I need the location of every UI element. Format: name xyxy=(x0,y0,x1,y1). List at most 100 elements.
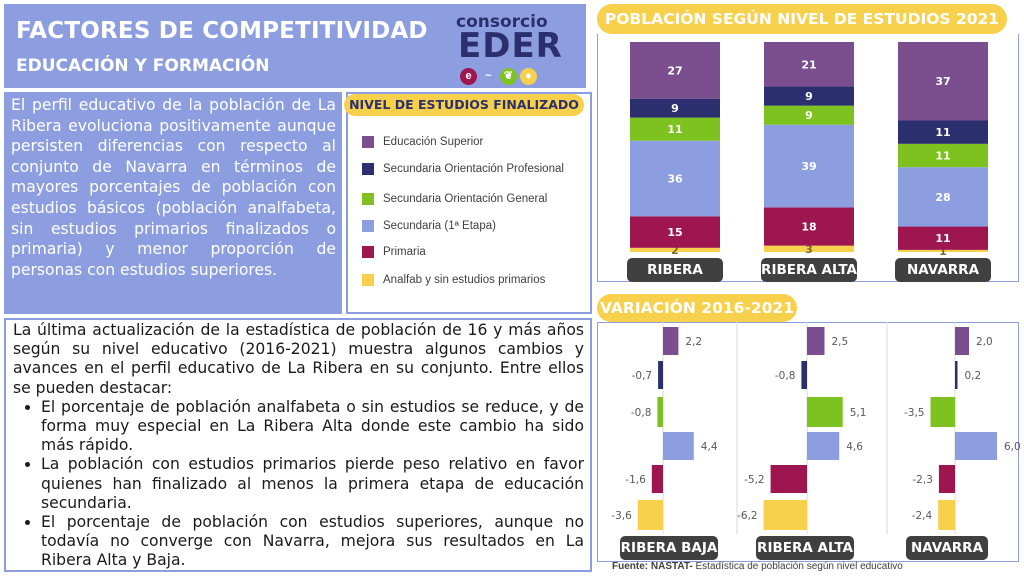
page-title: FACTORES DE COMPETITIVIDAD xyxy=(16,18,428,44)
variation-bar-label: -2,3 xyxy=(912,474,933,486)
stacked-bar-label: 11 xyxy=(667,123,682,136)
legend-label: Educación Superior xyxy=(383,136,484,148)
legend-swatch xyxy=(362,246,374,258)
stacked-bar-segment xyxy=(764,42,854,87)
variation-bar-label: -0,7 xyxy=(632,370,653,382)
variation-chart-category-label: NAVARRA xyxy=(906,536,988,560)
variation-bar xyxy=(930,397,955,427)
variation-bar-label: -1,6 xyxy=(625,474,646,486)
variation-bar xyxy=(637,500,663,530)
stacked-bar-label: 11 xyxy=(935,232,950,245)
legend-item: Secundaria (1ª Etapa) xyxy=(362,218,496,234)
stacked-bar-label: 11 xyxy=(935,149,950,162)
legend-label: Primaria xyxy=(383,246,426,258)
variation-bar xyxy=(658,361,663,389)
page-subtitle: EDUCACIÓN Y FORMACIÓN xyxy=(16,56,270,76)
legend-label: Secundaria Orientación Profesional xyxy=(383,163,564,175)
stacked-bar-segment xyxy=(898,42,988,121)
stacked-bar-label: 36 xyxy=(667,173,683,186)
variation-bar xyxy=(663,432,694,460)
stacked-bar-segment xyxy=(630,117,720,141)
logo-icons: e ~ ❦ ● xyxy=(460,66,540,85)
stacked-bar-label: 37 xyxy=(935,75,950,88)
variation-bar-label: -3,6 xyxy=(611,510,632,522)
legend-swatch xyxy=(362,136,374,148)
variation-bar-label: 4,6 xyxy=(846,441,863,453)
stacked-bar-segment xyxy=(764,207,854,246)
variation-bar-label: -0,8 xyxy=(775,370,796,382)
variation-bar-label: 2,0 xyxy=(976,336,993,348)
stacked-bar-segment xyxy=(764,124,854,208)
variation-bar xyxy=(657,397,663,427)
source-note: Fuente: NASTAT- Estadística de población… xyxy=(612,561,903,572)
variation-bar xyxy=(938,500,955,530)
variation-bar xyxy=(770,465,807,493)
stacked-bar-segment xyxy=(630,42,720,99)
variation-bar xyxy=(955,361,958,389)
intro-text: El perfil educativo de la población de L… xyxy=(4,92,342,314)
legend-item: Analfab y sin estudios primarios xyxy=(362,272,545,288)
stacked-bar-label: 9 xyxy=(805,90,813,103)
legend-swatch xyxy=(362,220,374,232)
variation-bar xyxy=(955,327,969,355)
stacked-bar-label: 27 xyxy=(667,64,682,77)
variation-bar-label: -5,2 xyxy=(744,474,765,486)
variation-bar-label: 2,5 xyxy=(832,336,849,348)
bottom-text-box: La última actualización de la estadístic… xyxy=(4,318,592,572)
variation-bar-label: -3,5 xyxy=(904,407,925,419)
variation-bar xyxy=(955,432,997,460)
variation-bar xyxy=(651,465,663,493)
bullet-item: El porcentaje de población con estudios … xyxy=(41,513,584,571)
source-label: Fuente: NASTAT- xyxy=(612,561,693,572)
stacked-bar-segment xyxy=(764,245,854,252)
source-text: Estadística de población según nivel edu… xyxy=(692,561,903,572)
stacked-bar-segment xyxy=(764,105,854,125)
logo-dot-e-icon: e xyxy=(460,68,477,85)
stacked-bar-segment xyxy=(764,86,854,106)
variation-chart: 2,2 -0,7 -0,8 4,4 -1,6 -3,6 2,5 -0,8 5,1 4,6 -5,2 -… xyxy=(611,322,1021,534)
variation-bar-label: -0,8 xyxy=(631,407,652,419)
variation-chart-frame xyxy=(597,322,1019,562)
variation-bar xyxy=(807,397,843,427)
stacked-chart-title: POBLACIÓN SEGÚN NIVEL DE ESTUDIOS 2021 (… xyxy=(597,4,1007,58)
stacked-bar-label: 3 xyxy=(805,243,813,256)
legend-label: Secundaria Orientación General xyxy=(383,193,548,205)
bullet-item: El porcentaje de población analfabeta o … xyxy=(41,398,584,456)
variation-bar-label: 6,0 xyxy=(1004,441,1021,453)
stacked-bar-label: 18 xyxy=(801,221,816,234)
stacked-bar-label: 9 xyxy=(805,109,813,122)
variation-bar xyxy=(801,361,807,389)
stacked-bar-segment xyxy=(630,247,720,252)
logo-top-text: consorcio xyxy=(456,12,548,32)
legend-item: Primaria xyxy=(362,244,426,260)
legend-item: Secundaria Orientación Profesional xyxy=(362,161,564,177)
bottom-intro: La última actualización de la estadístic… xyxy=(13,321,584,397)
legend-title: NIVEL DE ESTUDIOS FINALIZADO xyxy=(344,94,584,116)
logo-main-text: EDER xyxy=(458,26,563,66)
stacked-bar-label: 21 xyxy=(801,58,816,71)
variation-bar-label: 0,2 xyxy=(965,370,982,382)
stacked-bar-segment xyxy=(630,216,720,248)
variation-bar xyxy=(807,327,825,355)
header-banner: FACTORES DE COMPETITIVIDAD EDUCACIÓN Y F… xyxy=(4,4,586,88)
logo-dot-ball-icon: ● xyxy=(520,68,537,85)
stacked-bar-segment xyxy=(630,140,720,217)
stacked-bar-segment xyxy=(898,167,988,227)
variation-bar-label: 4,4 xyxy=(701,441,718,453)
stacked-bar-label: 1 xyxy=(939,245,947,258)
variation-bar xyxy=(807,432,840,460)
legend-label: Analfab y sin estudios primarios xyxy=(383,274,546,286)
stacked-bar-label: 11 xyxy=(935,126,950,139)
variation-bar-label: -2,4 xyxy=(912,510,933,522)
variation-bar xyxy=(663,327,679,355)
stacked-bar-segment xyxy=(898,226,988,250)
variation-bar xyxy=(763,500,807,530)
legend-swatch xyxy=(362,193,374,205)
variation-bar-label: 5,1 xyxy=(850,407,867,419)
stacked-bar-segment xyxy=(898,143,988,168)
bullet-item: La población con estudios primarios pier… xyxy=(41,455,584,513)
stacked-bar-segment xyxy=(898,249,988,252)
legend-item: Educación Superior xyxy=(362,134,483,150)
legend-box xyxy=(346,92,592,314)
